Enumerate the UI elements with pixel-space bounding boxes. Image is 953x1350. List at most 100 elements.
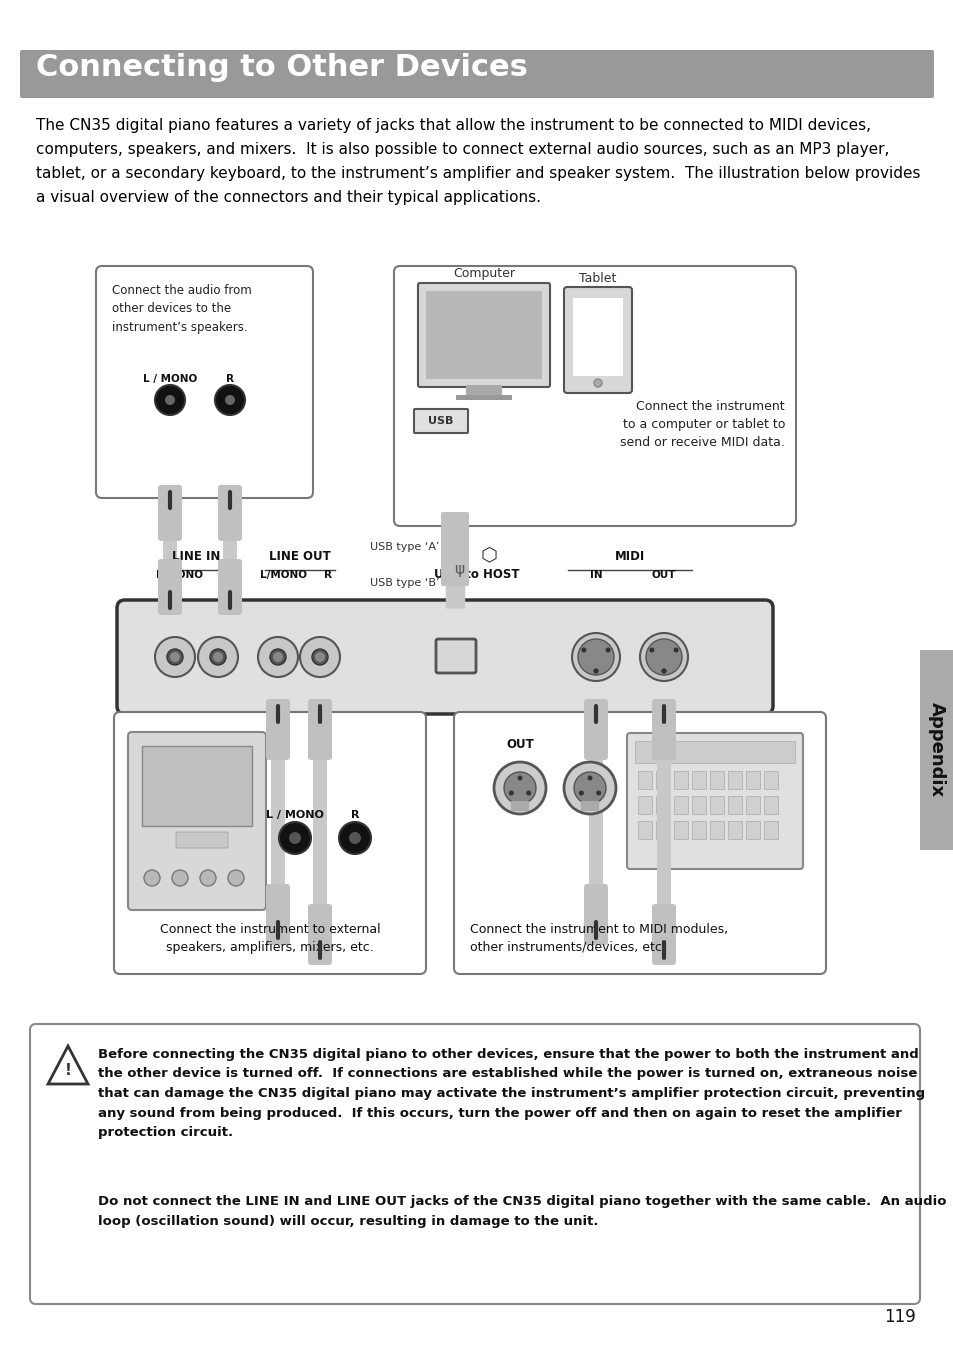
Text: L/MONO: L/MONO (260, 570, 307, 580)
Bar (656, 796, 669, 814)
Bar (635, 741, 794, 763)
Bar (691, 771, 705, 788)
Text: OUT: OUT (506, 738, 534, 751)
FancyBboxPatch shape (218, 559, 242, 616)
Text: Do not connect the LINE IN and LINE OUT jacks of the CN35 digital piano together: Do not connect the LINE IN and LINE OUT … (98, 1195, 945, 1227)
Circle shape (639, 633, 687, 680)
Bar (691, 796, 705, 814)
Text: R: R (220, 570, 228, 580)
Text: USB type ‘A’: USB type ‘A’ (370, 541, 439, 552)
Circle shape (154, 385, 185, 414)
Circle shape (338, 822, 371, 855)
Circle shape (270, 649, 286, 666)
Bar (745, 796, 760, 814)
Bar (727, 771, 741, 788)
FancyBboxPatch shape (580, 801, 598, 811)
FancyBboxPatch shape (651, 699, 676, 760)
Text: LINE IN: LINE IN (172, 549, 220, 563)
FancyBboxPatch shape (175, 832, 228, 848)
Text: ψ: ψ (454, 548, 463, 563)
FancyBboxPatch shape (394, 266, 795, 526)
Text: USB: USB (428, 416, 454, 427)
FancyBboxPatch shape (583, 699, 607, 760)
Circle shape (593, 668, 598, 674)
Circle shape (210, 649, 226, 666)
Text: Connecting to Other Devices: Connecting to Other Devices (36, 53, 527, 82)
Text: USB to HOST: USB to HOST (434, 568, 519, 580)
FancyBboxPatch shape (308, 904, 332, 965)
FancyBboxPatch shape (308, 699, 332, 760)
Circle shape (213, 652, 223, 662)
Text: R: R (351, 810, 359, 819)
Circle shape (198, 637, 237, 676)
Circle shape (649, 648, 654, 652)
Circle shape (673, 648, 678, 652)
Text: MIDI: MIDI (615, 549, 644, 563)
Circle shape (225, 396, 234, 405)
Bar (465, 385, 501, 396)
Text: ⬡: ⬡ (480, 545, 497, 564)
Bar (709, 771, 723, 788)
FancyBboxPatch shape (117, 599, 772, 714)
Text: R: R (226, 374, 233, 383)
Text: Before connecting the CN35 digital piano to other devices, ensure that the power: Before connecting the CN35 digital piano… (98, 1048, 924, 1139)
Text: L / MONO: L / MONO (266, 810, 324, 819)
Text: Tablet: Tablet (578, 271, 616, 285)
Text: IN: IN (589, 570, 601, 580)
Circle shape (508, 791, 514, 795)
FancyBboxPatch shape (563, 288, 631, 393)
Bar (727, 796, 741, 814)
Circle shape (526, 791, 531, 795)
Circle shape (144, 869, 160, 886)
Bar (638, 796, 651, 814)
Text: OUT: OUT (651, 570, 676, 580)
Text: ψ: ψ (454, 562, 463, 576)
Text: IN: IN (582, 738, 597, 751)
Circle shape (563, 761, 616, 814)
Circle shape (660, 668, 666, 674)
Text: L / MONO: L / MONO (143, 374, 197, 383)
Text: Connect the instrument to MIDI modules,
other instruments/devices, etc.: Connect the instrument to MIDI modules, … (470, 923, 727, 954)
Bar (709, 796, 723, 814)
Circle shape (314, 652, 325, 662)
FancyBboxPatch shape (158, 485, 182, 541)
FancyBboxPatch shape (113, 711, 426, 973)
Circle shape (587, 775, 592, 780)
Circle shape (299, 637, 339, 676)
Circle shape (594, 379, 601, 387)
Text: Connect the instrument to external
speakers, amplifiers, mixers, etc.: Connect the instrument to external speak… (159, 923, 380, 954)
FancyBboxPatch shape (583, 884, 607, 945)
Circle shape (605, 648, 610, 652)
Text: LINE OUT: LINE OUT (269, 549, 331, 563)
Text: Appendix: Appendix (927, 702, 945, 798)
Circle shape (349, 832, 360, 844)
FancyBboxPatch shape (626, 733, 802, 869)
Circle shape (574, 772, 605, 805)
Text: 119: 119 (883, 1308, 915, 1326)
Bar (745, 771, 760, 788)
FancyBboxPatch shape (30, 1025, 919, 1304)
Circle shape (172, 869, 188, 886)
FancyBboxPatch shape (266, 884, 290, 945)
Bar (763, 821, 778, 838)
Circle shape (257, 637, 297, 676)
Bar (638, 771, 651, 788)
Bar (727, 821, 741, 838)
Circle shape (273, 652, 283, 662)
Circle shape (200, 869, 215, 886)
Text: Connect the instrument
to a computer or tablet to
send or receive MIDI data.: Connect the instrument to a computer or … (619, 400, 784, 450)
Bar (919, 649, 953, 850)
Bar (426, 292, 541, 379)
FancyBboxPatch shape (440, 541, 469, 586)
Circle shape (214, 385, 245, 414)
Circle shape (596, 791, 600, 795)
Circle shape (572, 633, 619, 680)
Circle shape (593, 668, 598, 674)
Circle shape (170, 652, 180, 662)
Circle shape (580, 648, 586, 652)
Text: !: ! (65, 1062, 71, 1079)
FancyBboxPatch shape (96, 266, 313, 498)
Circle shape (660, 668, 666, 674)
FancyBboxPatch shape (128, 732, 266, 910)
FancyBboxPatch shape (417, 284, 550, 387)
